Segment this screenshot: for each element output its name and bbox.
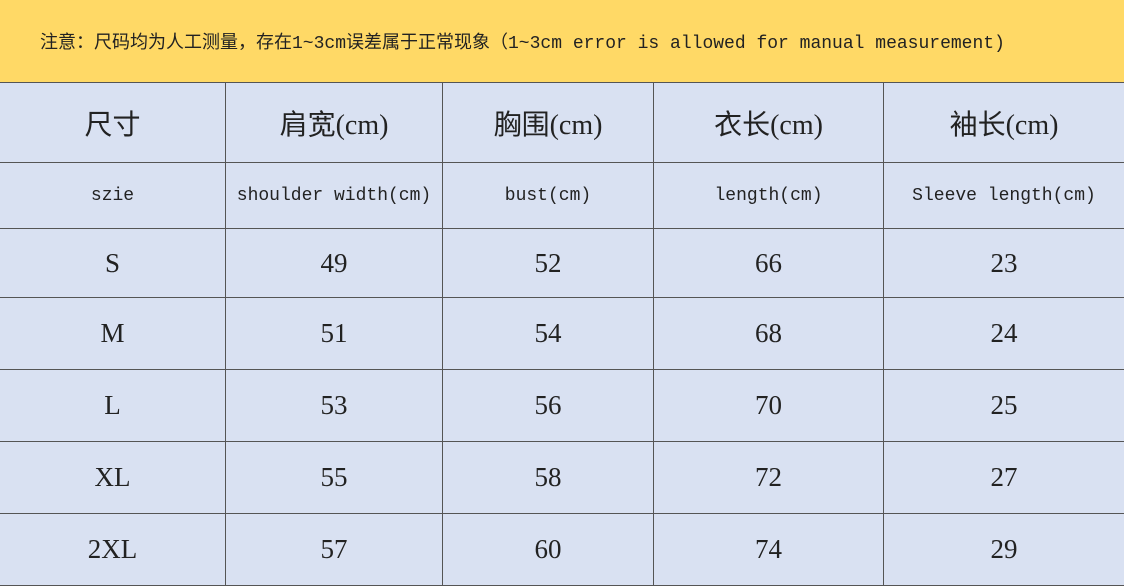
table-cell: 27 (884, 442, 1124, 514)
table-cell: 70 (654, 370, 884, 442)
table-cell: 66 (654, 229, 884, 298)
table-cell: 68 (654, 298, 884, 370)
subheader-cell: shoulder width(cm) (226, 163, 443, 229)
table-cell: 52 (443, 229, 654, 298)
notice-banner: 注意：尺码均为人工测量，存在1~3cm误差属于正常现象（1~3cm error … (0, 0, 1124, 83)
table-cell: 49 (226, 229, 443, 298)
subheader-cell: Sleeve length(cm) (884, 163, 1124, 229)
table-cell: S (0, 229, 226, 298)
table-cell: XL (0, 442, 226, 514)
table-cell: 51 (226, 298, 443, 370)
table-cell: 23 (884, 229, 1124, 298)
subheader-cell: szie (0, 163, 226, 229)
header-cell: 袖长(cm) (884, 83, 1124, 163)
table-cell: 53 (226, 370, 443, 442)
table-cell: 25 (884, 370, 1124, 442)
header-cell: 尺寸 (0, 83, 226, 163)
header-cell: 胸围(cm) (443, 83, 654, 163)
table-cell: L (0, 370, 226, 442)
header-cell: 肩宽(cm) (226, 83, 443, 163)
table-cell: 60 (443, 514, 654, 586)
header-cell: 衣长(cm) (654, 83, 884, 163)
table-cell: 72 (654, 442, 884, 514)
table-cell: 58 (443, 442, 654, 514)
table-cell: 2XL (0, 514, 226, 586)
table-cell: M (0, 298, 226, 370)
subheader-cell: length(cm) (654, 163, 884, 229)
table-cell: 55 (226, 442, 443, 514)
table-cell: 57 (226, 514, 443, 586)
subheader-cell: bust(cm) (443, 163, 654, 229)
table-cell: 74 (654, 514, 884, 586)
table-cell: 54 (443, 298, 654, 370)
table-cell: 56 (443, 370, 654, 442)
table-cell: 24 (884, 298, 1124, 370)
table-cell: 29 (884, 514, 1124, 586)
